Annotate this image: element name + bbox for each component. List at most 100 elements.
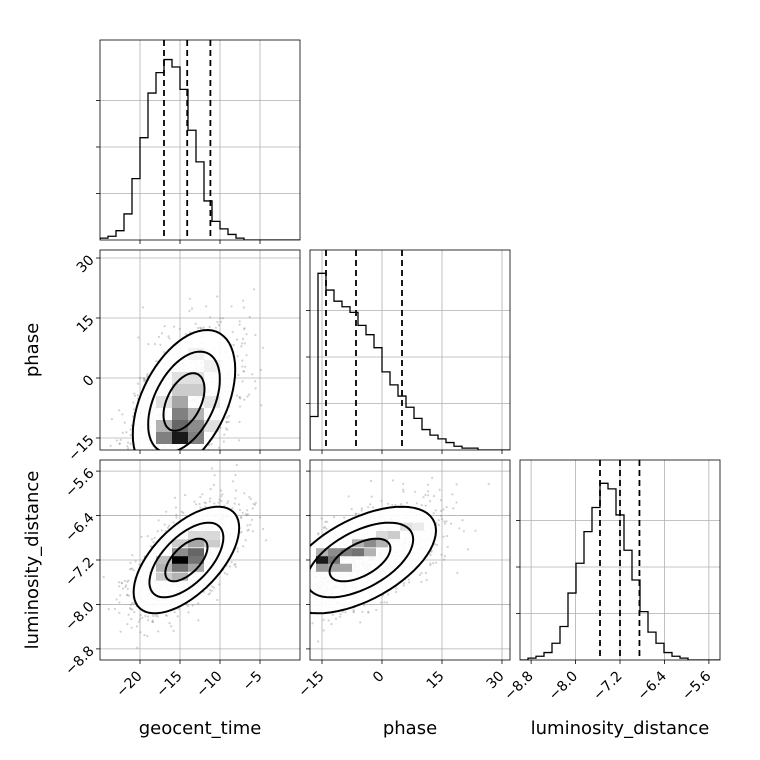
sample-point: [207, 593, 210, 596]
sample-point: [175, 513, 178, 516]
sample-point: [424, 504, 427, 507]
sample-point: [209, 497, 212, 500]
sample-point: [226, 573, 229, 576]
sample-point: [236, 547, 239, 550]
sample-point: [443, 558, 446, 561]
sample-point: [150, 538, 154, 541]
sample-point: [223, 454, 225, 456]
sample-point: [429, 562, 432, 565]
density-cell: [156, 572, 172, 581]
sample-point: [246, 395, 249, 398]
sample-point: [163, 325, 166, 328]
sample-point: [129, 568, 132, 571]
sample-point: [208, 325, 211, 329]
sample-point: [126, 623, 129, 626]
sample-point: [402, 584, 405, 587]
sample-point: [180, 510, 183, 513]
sample-point: [293, 612, 295, 614]
sample-point: [434, 509, 437, 512]
sample-point: [146, 535, 149, 538]
sample-point: [426, 483, 429, 486]
sample-point: [221, 317, 224, 320]
sample-point: [139, 631, 142, 634]
density-cell: [172, 548, 188, 557]
sample-point: [285, 566, 287, 568]
sample-point: [197, 619, 200, 622]
sample-point: [213, 474, 216, 477]
sample-point: [236, 550, 239, 553]
density-cell: [188, 563, 204, 572]
sample-point: [133, 392, 136, 395]
x-axis-label: luminosity_distance: [531, 718, 710, 739]
sample-point: [246, 509, 249, 512]
sample-point: [157, 335, 160, 338]
sample-point: [425, 578, 428, 582]
sample-point: [163, 351, 166, 354]
sample-point: [451, 493, 454, 496]
sample-point: [300, 601, 302, 603]
sample-point: [165, 510, 168, 513]
sample-point: [222, 440, 225, 443]
sample-point: [234, 562, 237, 566]
contour-line: [148, 521, 225, 599]
sample-point: [187, 611, 190, 614]
contour-line: [310, 505, 438, 615]
y-tick-label: −15: [65, 432, 97, 464]
sample-point: [178, 458, 180, 460]
contour-line: [162, 372, 206, 432]
density-cell: [172, 539, 188, 548]
sample-point: [212, 586, 215, 589]
sample-point: [281, 593, 283, 595]
sample-point: [153, 343, 157, 346]
sample-point: [203, 501, 206, 504]
sample-point: [354, 512, 357, 516]
sample-point: [305, 578, 307, 580]
sample-point: [175, 468, 177, 470]
density-cell: [364, 539, 376, 548]
sample-point: [251, 530, 254, 533]
sample-point: [163, 523, 166, 526]
sample-point: [167, 455, 169, 457]
sample-point: [159, 343, 162, 346]
sample-point: [178, 454, 180, 456]
sample-point: [432, 512, 435, 515]
sample-point: [191, 452, 193, 454]
sample-point: [282, 540, 284, 542]
sample-point: [452, 507, 455, 510]
sample-point: [126, 593, 129, 596]
sample-point: [288, 609, 290, 611]
sample-point: [367, 611, 370, 614]
hist-geocent-time-bars: [100, 40, 300, 240]
sample-point: [234, 565, 237, 568]
sample-point: [246, 513, 249, 516]
sample-point: [187, 451, 189, 453]
sample-point: [210, 585, 213, 588]
sample-point: [286, 566, 288, 568]
sample-point: [402, 482, 405, 485]
sample-point: [303, 600, 305, 602]
sample-point: [407, 578, 410, 581]
sample-point: [306, 600, 308, 602]
sample-point: [242, 370, 246, 373]
sample-point: [136, 464, 138, 466]
sample-point: [249, 497, 252, 501]
sample-point: [164, 614, 167, 617]
sample-point: [208, 444, 211, 447]
sample-point: [387, 502, 390, 505]
sample-point: [427, 494, 430, 497]
sample-point: [266, 595, 268, 597]
hist-geocent-time-step-line: [100, 58, 300, 240]
sample-point: [200, 488, 202, 490]
sample-point: [443, 555, 446, 558]
sample-point: [306, 599, 308, 601]
sample-point: [293, 557, 295, 559]
sample-point: [285, 576, 287, 578]
sample-point: [129, 603, 132, 607]
sample-point: [182, 511, 185, 514]
sample-point: [259, 368, 262, 371]
sample-point: [172, 629, 175, 633]
sample-point: [163, 463, 165, 465]
sample-point: [126, 587, 129, 591]
sample-point: [415, 502, 418, 505]
